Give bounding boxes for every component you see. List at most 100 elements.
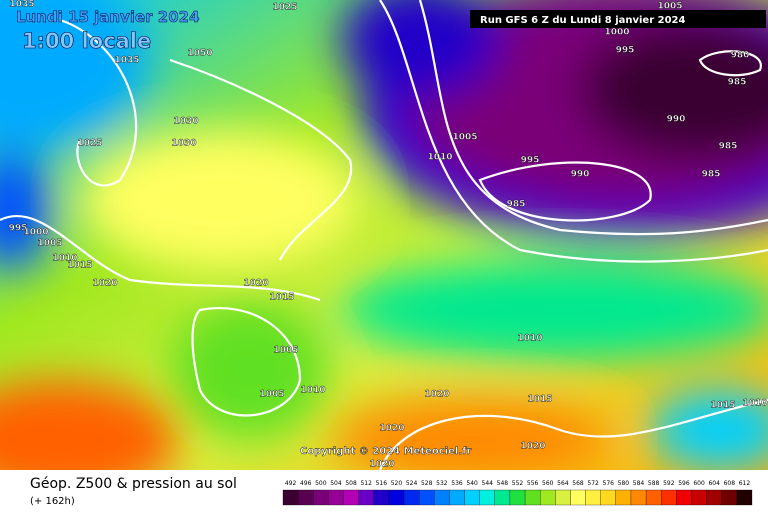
isobar-label: 995	[9, 224, 28, 234]
isobar-label: 980	[731, 51, 750, 61]
scale-label: 536	[451, 480, 463, 487]
isobar-label: 990	[571, 170, 590, 180]
isobar-label: 1050	[187, 49, 212, 59]
scale-swatch	[736, 489, 753, 506]
scale-swatch	[721, 489, 738, 506]
scale-swatch	[615, 489, 632, 506]
scale-swatch	[570, 489, 586, 506]
isobars	[0, 0, 768, 470]
scale-swatch	[706, 489, 722, 506]
isobar-label: 1030	[171, 139, 196, 149]
footer-title: Géop. Z500 & pression au sol	[30, 476, 237, 492]
scale-swatch	[358, 489, 374, 506]
scale-swatch	[388, 489, 405, 506]
isobar-label: 1015	[67, 261, 92, 271]
run-box	[470, 10, 766, 28]
scale-label: 540	[466, 480, 478, 487]
isobar-label: 1005	[37, 239, 62, 249]
scale-label: 524	[406, 480, 418, 487]
isobar-label: 1010	[52, 254, 77, 264]
scale-label: 508	[345, 480, 357, 487]
scale-label: 528	[421, 480, 433, 487]
scale-swatch	[645, 489, 662, 506]
scale-label: 572	[587, 480, 599, 487]
isobar-label: 1030	[173, 117, 198, 127]
scale-swatch	[630, 489, 647, 506]
isobar-label: 1020	[369, 460, 394, 470]
isobar-label: 1005	[657, 2, 682, 12]
isobar-label: 1010	[427, 153, 452, 163]
scale-swatch	[449, 489, 465, 506]
isobar-label: 1020	[424, 390, 449, 400]
isobar-label: 1015	[269, 293, 294, 303]
scale-swatch	[540, 489, 556, 506]
scale-label: 496	[300, 480, 312, 487]
isobar-label: 1000	[23, 228, 48, 238]
isobar-label: 1010	[742, 399, 767, 409]
scale-swatch	[282, 489, 299, 506]
scale-label: 552	[512, 480, 524, 487]
scale-swatch	[585, 489, 601, 506]
scale-swatch	[509, 489, 526, 506]
scale-label: 500	[315, 480, 327, 487]
scale-swatch	[691, 489, 707, 506]
scale-swatch	[343, 489, 359, 506]
scale-label: 504	[330, 480, 342, 487]
scale-label: 596	[678, 480, 690, 487]
scale-swatch	[403, 489, 420, 506]
isobar-label: 995	[616, 46, 635, 56]
scale-swatch	[661, 489, 677, 506]
scale-label: 600	[693, 480, 705, 487]
scale-label: 492	[285, 480, 297, 487]
isobar-label: 1020	[379, 424, 404, 434]
isobar-label: 1000	[604, 28, 629, 38]
isobar-label: 1005	[259, 390, 284, 400]
isobar-label: 1035	[114, 56, 139, 66]
isobar-label: 985	[507, 200, 526, 210]
scale-label: 560	[542, 480, 554, 487]
scale-label: 604	[708, 480, 720, 487]
scale-label: 516	[376, 480, 388, 487]
isobar-label: 1015	[527, 395, 552, 405]
scale-label: 584	[633, 480, 645, 487]
scale-label: 556	[527, 480, 539, 487]
isobar-label: 1020	[92, 279, 117, 289]
field	[0, 0, 768, 500]
scale-swatch	[494, 489, 511, 506]
scale-swatch	[313, 489, 329, 506]
scale-swatch	[464, 489, 480, 506]
scale-swatch	[373, 489, 390, 506]
scale-label: 612	[739, 480, 751, 487]
isobar-label: 985	[728, 78, 747, 88]
scale-label: 564	[557, 480, 569, 487]
scale-swatch	[600, 489, 616, 506]
isobar-label: 1035	[9, 0, 34, 10]
scale-swatch	[524, 489, 541, 506]
isobar-label: 1025	[272, 3, 297, 13]
scale-swatch	[676, 489, 692, 506]
scale-swatch	[419, 489, 435, 506]
scale-swatch	[434, 489, 450, 506]
scale-label: 608	[724, 480, 736, 487]
run-info: Run GFS 6 Z du Lundi 8 janvier 2024	[480, 15, 686, 26]
scale-label: 532	[436, 480, 448, 487]
isobar-label: 985	[702, 170, 721, 180]
scale-label: 512	[360, 480, 372, 487]
scale-label: 576	[603, 480, 615, 487]
isobar-label: 985	[719, 142, 738, 152]
isobar-label: 1025	[77, 139, 102, 149]
isobar-label: 1005	[273, 346, 298, 356]
scale-label: 544	[482, 480, 494, 487]
scale-label: 588	[648, 480, 660, 487]
isobar-label: 1010	[517, 334, 542, 344]
isobar-label: 1015	[710, 401, 735, 411]
scale-label: 548	[497, 480, 509, 487]
valid-date: Lundi 15 janvier 2024	[16, 8, 200, 26]
scale-swatch	[479, 489, 495, 506]
isobar-label: 1020	[243, 279, 268, 289]
scale-swatch	[328, 489, 344, 506]
isobar-label: 1010	[300, 386, 325, 396]
